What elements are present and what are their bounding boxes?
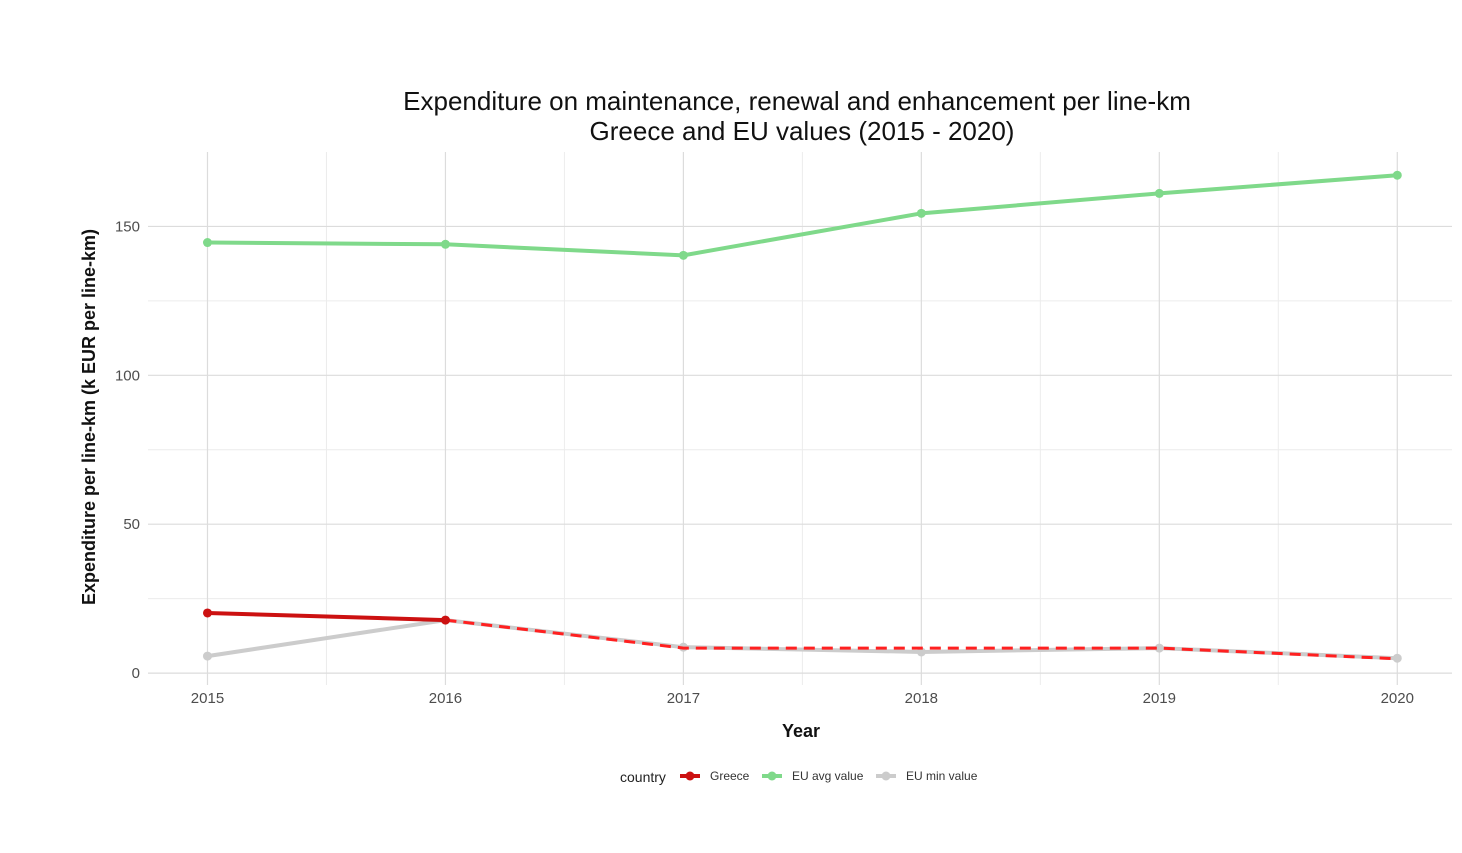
y-axis-label: Expenditure per line-km (k EUR per line-… [79,229,99,605]
y-tick-label: 150 [115,218,140,235]
data-point-eu-avg-value [1392,170,1402,180]
data-point-greece [202,608,212,618]
series-line-greece-dashed [445,618,1398,661]
chart-subtitle: Greece and EU values (2015 - 2020) [590,116,1015,146]
x-tick-label: 2019 [1143,690,1176,707]
x-tick-label: 2015 [191,690,224,707]
x-tick-label: 2018 [905,690,938,707]
x-axis-label: Year [782,721,820,741]
data-point-greece [440,615,450,625]
y-tick-label: 100 [115,367,140,384]
y-tick-label: 50 [123,516,140,533]
chart-title: Expenditure on maintenance, renewal and … [403,86,1191,116]
data-point-eu-avg-value [678,250,688,260]
x-tick-label: 2017 [667,690,700,707]
legend-label: EU avg value [792,769,864,783]
data-point-eu-min-value [202,651,212,661]
data-point-eu-avg-value [1154,188,1164,198]
legend-key-point [685,771,695,781]
x-tick-label: 2016 [429,690,462,707]
data-point-eu-avg-value [440,239,450,249]
y-tick-label: 0 [132,665,140,682]
series-line-eu-avg-value [207,173,1398,258]
legend-title: country [620,769,666,785]
data-point-eu-avg-value [916,208,926,218]
legend-label: Greece [710,769,750,783]
legend: country Greece EU avg value EU min value [620,769,978,785]
data-point-eu-avg-value [202,238,212,248]
legend-key-point [881,771,891,781]
series-line-greece [207,610,446,623]
series-line-eu-min-value [207,618,1398,661]
legend-key-point [767,771,777,781]
x-tick-label: 2020 [1381,690,1414,707]
data-point-eu-min-value [1154,643,1164,653]
data-point-eu-min-value [1392,653,1402,663]
legend-label: EU min value [906,769,978,783]
data-point-eu-min-value [916,647,926,657]
